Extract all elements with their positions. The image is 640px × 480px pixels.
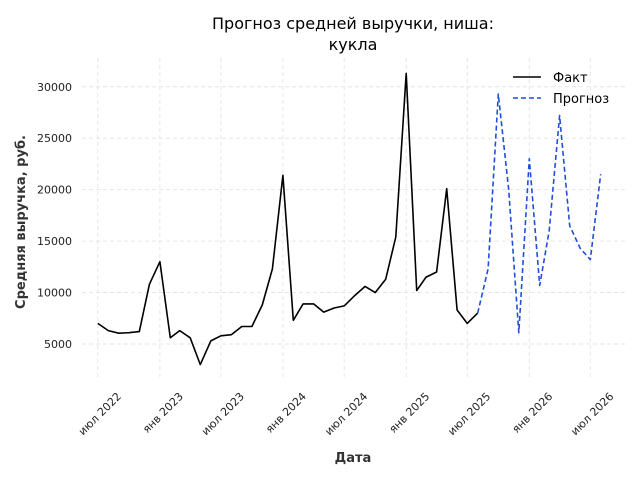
x-tick-label: июл 2025 — [445, 390, 493, 438]
y-axis-ticks: 5000 10000 15000 20000 25000 30000 — [37, 81, 72, 351]
y-axis-label: Средняя выручка, руб. — [14, 135, 29, 309]
chart-title-line-1: Прогноз средней выручки, ниша: — [212, 14, 494, 33]
legend-label-fact: Факт — [553, 71, 588, 86]
x-axis-label: Дата — [335, 451, 372, 466]
y-tick-label: 15000 — [37, 235, 72, 248]
x-tick-label: янв 2026 — [510, 390, 556, 436]
chart-title-line-2: кукла — [329, 35, 378, 54]
x-tick-label: июл 2026 — [568, 390, 616, 438]
y-tick-label: 10000 — [37, 287, 72, 300]
series-line-forecast — [476, 93, 602, 334]
x-axis-ticks: июл 2022 янв 2023 июл 2023 янв 2024 июл 2024… — [76, 390, 616, 438]
grid — [82, 58, 626, 380]
y-tick-label: 30000 — [37, 81, 72, 94]
y-tick-label: 5000 — [44, 338, 72, 351]
x-tick-label: янв 2023 — [140, 390, 186, 436]
series-line-fact — [97, 72, 479, 366]
legend: Факт Прогноз — [513, 71, 609, 107]
y-tick-label: 20000 — [37, 184, 72, 197]
y-tick-label: 25000 — [37, 132, 72, 145]
series-lines — [97, 72, 602, 366]
legend-label-forecast: Прогноз — [553, 92, 609, 107]
x-tick-label: июл 2022 — [76, 390, 124, 438]
x-tick-label: янв 2024 — [263, 390, 309, 436]
x-tick-label: июл 2023 — [199, 390, 247, 438]
x-tick-label: июл 2024 — [322, 390, 370, 438]
x-tick-label: янв 2025 — [387, 390, 433, 436]
